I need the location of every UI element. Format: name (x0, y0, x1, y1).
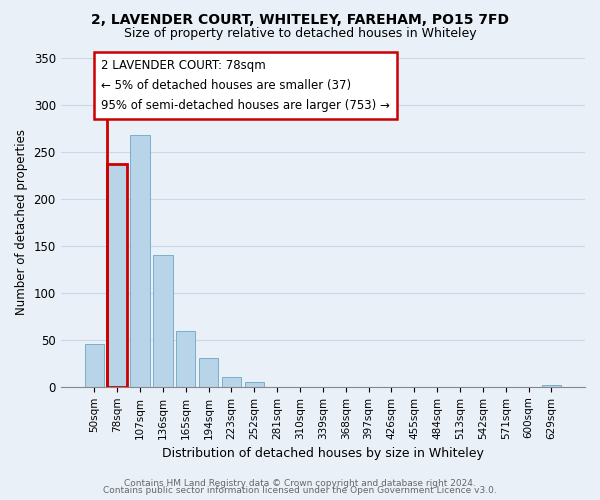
Bar (130, 134, 149, 387)
Y-axis label: Number of detached properties: Number of detached properties (15, 129, 28, 315)
Bar (245, 382, 264, 387)
Bar (107, 164, 127, 387)
Bar (153, 255, 173, 387)
Bar (221, 378, 241, 387)
Text: Size of property relative to detached houses in Whiteley: Size of property relative to detached ho… (124, 28, 476, 40)
Text: Contains HM Land Registry data © Crown copyright and database right 2024.: Contains HM Land Registry data © Crown c… (124, 478, 476, 488)
Bar (199, 358, 218, 387)
Bar (85, 344, 104, 387)
Text: 2 LAVENDER COURT: 78sqm
← 5% of detached houses are smaller (37)
95% of semi-det: 2 LAVENDER COURT: 78sqm ← 5% of detached… (101, 60, 390, 112)
X-axis label: Distribution of detached houses by size in Whiteley: Distribution of detached houses by size … (162, 447, 484, 460)
Bar (542, 385, 561, 387)
Bar (176, 332, 196, 387)
Text: Contains public sector information licensed under the Open Government Licence v3: Contains public sector information licen… (103, 486, 497, 495)
Text: 2, LAVENDER COURT, WHITELEY, FAREHAM, PO15 7FD: 2, LAVENDER COURT, WHITELEY, FAREHAM, PO… (91, 12, 509, 26)
Bar (107, 164, 127, 387)
